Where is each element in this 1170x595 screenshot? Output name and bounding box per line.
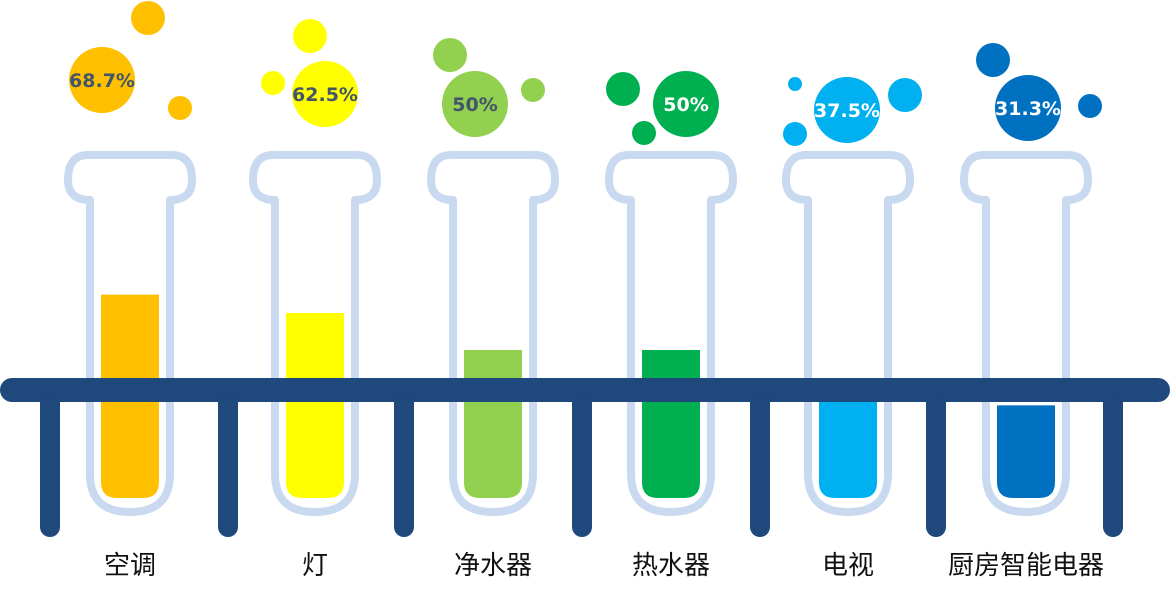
- test-tube-4: [605, 151, 737, 516]
- test-tube-5: [782, 151, 914, 516]
- bubble-2-2: [261, 71, 285, 95]
- bar-4: [642, 350, 700, 498]
- bubble-3-1: [433, 38, 467, 72]
- bubble-5-3: [788, 77, 802, 91]
- bubble-6-1: [976, 43, 1010, 77]
- test-tube-rack: [0, 378, 1170, 537]
- test-tube-2: [249, 151, 381, 516]
- label-layer: 68.7% 空调 62.5% 灯 50% 净水器 50% 热水器 37.5% 电视 31.3% 厨房智…: [69, 70, 1104, 581]
- data-label-6: 31.3%: [995, 98, 1061, 120]
- bubble-4-1: [606, 72, 640, 106]
- rack-leg-5: [750, 392, 770, 537]
- tube-layer: [64, 151, 1092, 516]
- bubble-6-2: [1078, 94, 1102, 118]
- value-bubble-3: [442, 71, 508, 137]
- rack-leg-1: [40, 392, 60, 537]
- bar-2: [286, 313, 344, 498]
- test-tube-3: [427, 151, 559, 516]
- category-label-4: 热水器: [632, 551, 710, 581]
- rack-leg-4: [572, 392, 592, 537]
- bubble-layer: [69, 1, 1102, 146]
- rack-leg-7: [1103, 392, 1123, 537]
- rack-leg-2: [218, 392, 238, 537]
- rack-leg-3: [394, 392, 414, 537]
- bubble-1-1: [131, 1, 165, 35]
- data-label-1: 68.7%: [69, 70, 135, 92]
- rack-bar: [0, 378, 1170, 402]
- test-tube-6: [960, 151, 1092, 516]
- bar-5: [819, 387, 877, 498]
- rack-leg-6: [926, 392, 946, 537]
- category-label-3: 净水器: [454, 551, 532, 581]
- category-label-5: 电视: [822, 551, 874, 581]
- data-label-3: 50%: [452, 94, 497, 116]
- bubble-3-2: [521, 78, 545, 102]
- category-label-6: 厨房智能电器: [948, 551, 1104, 581]
- test-tube-1: [64, 151, 196, 516]
- category-label-2: 灯: [302, 551, 328, 581]
- value-bubble-1: [69, 47, 135, 113]
- bar-6: [997, 405, 1055, 498]
- category-label-1: 空调: [104, 551, 156, 581]
- bar-3: [464, 350, 522, 498]
- data-label-2: 62.5%: [292, 84, 358, 106]
- bubble-5-1: [888, 78, 922, 112]
- bubble-5-2: [783, 122, 807, 146]
- value-bubble-5: [814, 77, 880, 143]
- data-label-5: 37.5%: [814, 100, 880, 122]
- value-bubble-2: [292, 61, 358, 127]
- value-bubble-4: [653, 71, 719, 137]
- bubble-2-1: [293, 19, 327, 53]
- data-label-4: 50%: [663, 94, 708, 116]
- bubble-4-2: [632, 121, 656, 145]
- value-bubble-6: [995, 75, 1061, 141]
- bubble-1-2: [168, 96, 192, 120]
